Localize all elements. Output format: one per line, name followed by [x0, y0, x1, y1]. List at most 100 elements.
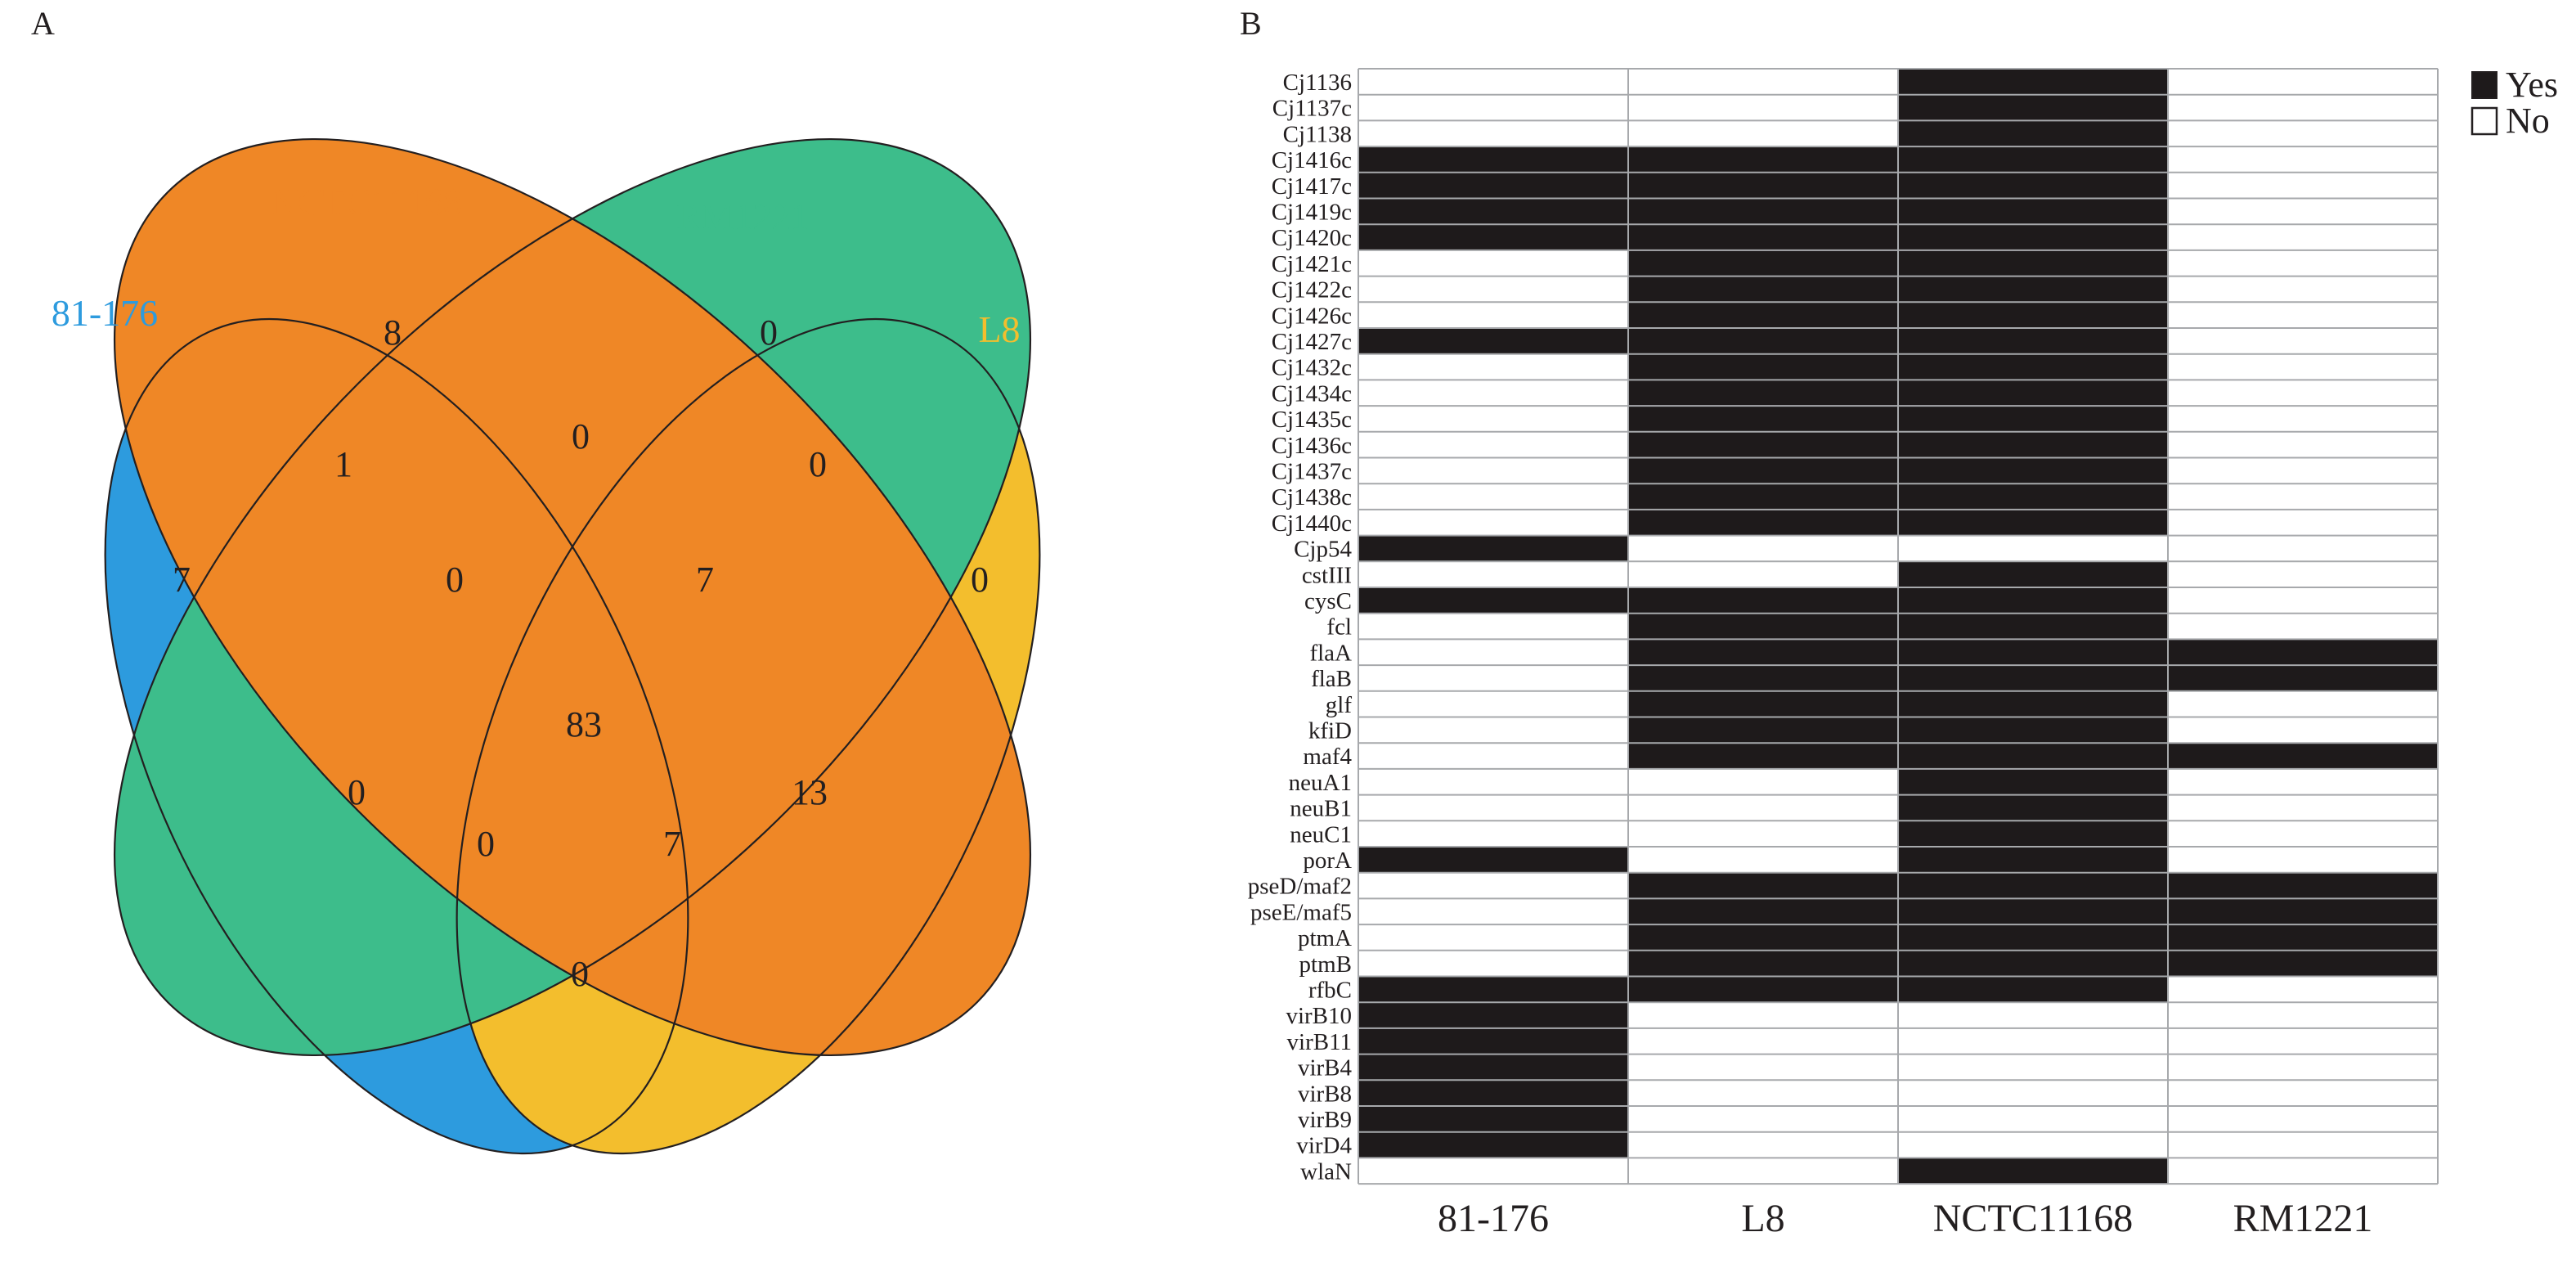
heatmap-cell — [1898, 353, 2168, 380]
heatmap-cell — [1358, 743, 1628, 769]
heatmap-row-label: flaB — [1311, 666, 1352, 692]
heatmap-cell — [1628, 406, 1898, 432]
heatmap-cell — [2168, 457, 2438, 484]
heatmap-cell — [1628, 353, 1898, 380]
heatmap-cell — [1358, 1002, 1628, 1028]
heatmap-cell — [1358, 1080, 1628, 1106]
heatmap-cell — [2168, 328, 2438, 354]
heatmap-row-label: virD4 — [1296, 1133, 1352, 1159]
heatmap-cell — [1628, 1158, 1898, 1185]
heatmap-cell — [1358, 768, 1628, 795]
heatmap-cell — [1358, 690, 1628, 717]
heatmap-cell — [1898, 250, 2168, 277]
heatmap-cell — [1628, 872, 1898, 899]
heatmap-cell — [1358, 302, 1628, 328]
heatmap-cell — [2168, 690, 2438, 717]
heatmap-cell — [1358, 1106, 1628, 1132]
heatmap-cell — [2168, 768, 2438, 795]
heatmap-row-label: wlaN — [1300, 1158, 1352, 1185]
heatmap-cell — [1358, 509, 1628, 536]
heatmap-cell — [1358, 250, 1628, 277]
heatmap-cell — [1358, 1027, 1628, 1054]
heatmap-cell — [1628, 1027, 1898, 1054]
heatmap-row-label: virB8 — [1298, 1081, 1352, 1107]
legend: Yes No — [2471, 65, 2558, 141]
heatmap-row-label: virB10 — [1286, 1003, 1352, 1029]
heatmap-cell — [1628, 924, 1898, 951]
heatmap-row-label: flaA — [1309, 640, 1352, 666]
heatmap-cell — [2168, 743, 2438, 769]
heatmap-cell — [1358, 1158, 1628, 1185]
heatmap-cell — [1628, 794, 1898, 821]
heatmap-cell — [2168, 431, 2438, 458]
heatmap-column-label: L8 — [1741, 1197, 1784, 1240]
heatmap-cell — [1898, 1002, 2168, 1028]
heatmap-cell — [2168, 509, 2438, 536]
heatmap-cell — [2168, 924, 2438, 951]
venn-set-nctc11168 — [114, 139, 1030, 1055]
heatmap-cell — [2168, 665, 2438, 691]
heatmap-cell — [2168, 561, 2438, 587]
heatmap-row-label: virB9 — [1298, 1107, 1352, 1133]
heatmap-cell — [2168, 120, 2438, 147]
venn-count: 7 — [696, 560, 714, 600]
heatmap-cell — [2168, 1158, 2438, 1185]
heatmap-cell — [1898, 69, 2168, 95]
heatmap-cell — [1358, 665, 1628, 691]
heatmap-cell — [1358, 613, 1628, 640]
heatmap-row-label: maf4 — [1303, 744, 1352, 770]
heatmap-row-label: Cj1419c — [1272, 199, 1352, 225]
heatmap-cell — [1358, 353, 1628, 380]
venn-count: 0 — [809, 444, 827, 484]
heatmap-cell — [1358, 94, 1628, 121]
heatmap-row-label: virB4 — [1298, 1055, 1353, 1081]
heatmap-cell — [1628, 224, 1898, 250]
heatmap-cell — [1358, 717, 1628, 744]
heatmap-row-label: neuC1 — [1290, 821, 1352, 848]
heatmap-cell — [1358, 639, 1628, 666]
heatmap-cell — [1358, 561, 1628, 587]
venn-count: 7 — [173, 560, 191, 600]
heatmap-cell — [1358, 924, 1628, 951]
heatmap-cell — [1898, 380, 2168, 407]
heatmap-cell — [1628, 250, 1898, 277]
heatmap-cell — [1358, 794, 1628, 821]
heatmap-cell — [1898, 717, 2168, 744]
heatmap-cell — [1628, 483, 1898, 510]
heatmap-cell — [2168, 1131, 2438, 1158]
panel-label-b: B — [1240, 5, 1262, 42]
heatmap-cell — [1358, 406, 1628, 432]
heatmap-cell — [1898, 94, 2168, 121]
heatmap-cell — [1628, 743, 1898, 769]
heatmap-cell — [1898, 950, 2168, 977]
heatmap-cell — [1898, 146, 2168, 173]
heatmap-cell — [1898, 976, 2168, 1003]
heatmap-cell — [1898, 328, 2168, 354]
heatmap-cell — [1358, 847, 1628, 873]
venn-set-label: L8 — [978, 308, 1020, 350]
heatmap-row-label: porA — [1303, 848, 1352, 874]
venn-count: 0 — [971, 560, 989, 600]
heatmap-cell — [2168, 794, 2438, 821]
heatmap-cell — [1358, 535, 1628, 562]
heatmap-cell — [1358, 172, 1628, 199]
heatmap-cell — [1898, 302, 2168, 328]
heatmap-cell — [2168, 976, 2438, 1003]
heatmap-cell — [1898, 613, 2168, 640]
heatmap-cell — [1628, 1106, 1898, 1132]
heatmap-cell — [1898, 1131, 2168, 1158]
heatmap-cell — [1358, 69, 1628, 95]
venn-count: 83 — [566, 704, 602, 744]
heatmap-cell — [1628, 172, 1898, 199]
venn-count: 0 — [571, 954, 589, 994]
heatmap-cell — [1628, 613, 1898, 640]
heatmap-row-label: Cj1434c — [1272, 380, 1352, 407]
venn-set-label: RM1221 — [675, 196, 810, 237]
heatmap-cell — [2168, 1080, 2438, 1106]
heatmap-cell — [1628, 639, 1898, 666]
heatmap-cell — [2168, 639, 2438, 666]
heatmap-cell — [1898, 1106, 2168, 1132]
venn-count: 1 — [334, 444, 352, 484]
heatmap-cell — [1628, 1131, 1898, 1158]
heatmap-cell — [1628, 535, 1898, 562]
